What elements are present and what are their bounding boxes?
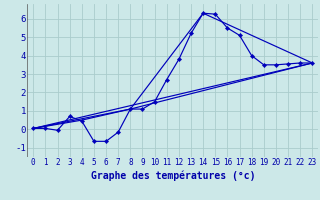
X-axis label: Graphe des températures (°c): Graphe des températures (°c) [91, 170, 255, 181]
